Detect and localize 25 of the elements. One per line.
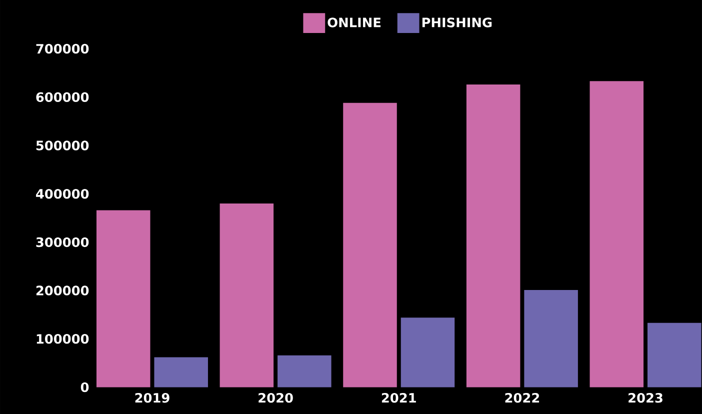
bar	[524, 290, 578, 388]
legend-label: ONLINE	[328, 18, 381, 28]
y-tick-label: 600000	[36, 92, 89, 102]
y-tick-label: 200000	[36, 286, 89, 296]
x-tick-label: 2022	[505, 392, 540, 403]
x-tick-label: 2020	[258, 392, 293, 403]
bar	[466, 84, 520, 388]
bar	[590, 81, 644, 388]
bar	[648, 322, 702, 388]
x-tick-label: 2021	[382, 392, 416, 403]
y-tick-label: 700000	[36, 44, 89, 54]
bar	[278, 355, 332, 388]
bar	[343, 102, 397, 388]
bar	[154, 357, 208, 388]
legend-label: PHISHING	[422, 18, 492, 28]
y-tick-label: 400000	[36, 188, 89, 199]
bar	[220, 203, 274, 388]
x-tick-label: 2023	[628, 392, 662, 403]
y-tick-label: 0	[80, 382, 89, 392]
y-tick-label: 100000	[36, 334, 89, 344]
x-tick-label: 2019	[135, 392, 170, 403]
bar	[400, 318, 455, 388]
y-tick-label: 300000	[36, 237, 89, 248]
y-tick-label: 500000	[36, 140, 89, 150]
bar	[96, 210, 150, 388]
